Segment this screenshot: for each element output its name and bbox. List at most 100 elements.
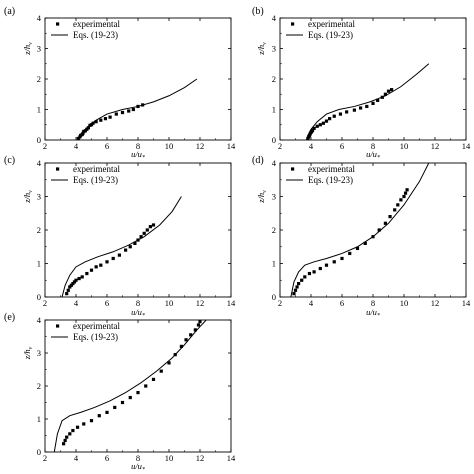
y-tick-label: 1 [37, 259, 41, 269]
data-point [307, 271, 312, 276]
x-tick-label: 12 [431, 141, 440, 151]
x-tick-label: 8 [371, 298, 375, 308]
panel-label: (e) [4, 312, 15, 323]
legend-label-model: Eqs. (19-23) [308, 30, 353, 40]
data-point [365, 104, 369, 109]
y-tick-label: 2 [37, 381, 41, 391]
data-point [94, 120, 98, 124]
x-tick-label: 2 [278, 141, 282, 151]
y-tick-label: 0 [37, 447, 41, 457]
x-tick-label: 10 [400, 298, 409, 308]
data-point [318, 123, 322, 127]
data-point [196, 323, 201, 327]
data-point [179, 344, 183, 348]
data-point [295, 285, 299, 289]
data-point [133, 241, 137, 245]
y-tick-label: 0 [272, 135, 276, 145]
data-point [103, 117, 108, 121]
y-axis-label: z/hv [256, 42, 268, 56]
data-point [120, 400, 125, 405]
data-point [89, 419, 94, 423]
data-point [145, 228, 149, 232]
data-point [159, 369, 163, 373]
data-point [68, 285, 72, 289]
data-point [310, 128, 315, 132]
data-point [332, 114, 336, 118]
data-point [108, 115, 112, 119]
y-tick-label: 3 [37, 192, 41, 202]
y-tick-label: 0 [37, 135, 41, 145]
data-point [71, 428, 75, 433]
data-point [86, 126, 90, 130]
x-tick-label: 6 [340, 298, 344, 308]
x-tick-label: 8 [136, 141, 140, 151]
x-tick-label: 6 [105, 141, 109, 151]
data-point [151, 223, 156, 227]
legend-marker [291, 22, 295, 26]
data-point [68, 432, 72, 436]
y-tick-label: 1 [272, 259, 276, 269]
data-point [117, 253, 121, 257]
data-point [82, 422, 86, 426]
legend-label-model: Eqs. (19-23) [73, 30, 118, 40]
y-axis-label: z/hv [22, 190, 34, 204]
data-point [72, 280, 77, 284]
data-point [403, 191, 408, 195]
data-point [315, 124, 319, 128]
y-tick-label: 3 [37, 44, 41, 54]
x-tick-label: 8 [371, 141, 375, 151]
model-line [290, 162, 430, 298]
x-tick-label: 12 [196, 453, 205, 463]
panel-b: 2 4 6 8 10 12 1401234(b)u/u*z/hvexperimentalEq… [252, 6, 471, 161]
y-tick-label: 4 [272, 13, 277, 23]
y-tick-label: 3 [37, 348, 41, 358]
legend-marker [56, 22, 60, 26]
legend-marker [56, 167, 60, 171]
y-tick-label: 1 [272, 105, 276, 115]
x-tick-label: 2 [43, 141, 47, 151]
data-point [128, 395, 132, 400]
data-point [303, 275, 307, 279]
x-tick-label: 12 [196, 141, 205, 151]
data-point [167, 361, 171, 365]
y-tick-label: 3 [272, 44, 276, 54]
data-point [62, 442, 66, 446]
data-point [300, 278, 304, 282]
data-point [383, 92, 387, 96]
data-point [105, 410, 109, 414]
data-point [390, 88, 394, 92]
data-point [65, 435, 69, 439]
data-point [114, 112, 118, 116]
legend-marker [291, 167, 295, 171]
x-tick-label: 4 [309, 141, 314, 151]
data-point [345, 110, 349, 114]
x-tick-label: 6 [105, 298, 109, 308]
y-tick-label: 4 [37, 158, 42, 168]
data-point [363, 241, 367, 245]
x-tick-label: 2 [43, 453, 47, 463]
data-point [120, 110, 125, 115]
x-tick-label: 10 [165, 298, 174, 308]
x-tick-label: 12 [431, 298, 440, 308]
x-axis-label: u/u* [131, 149, 145, 161]
y-tick-label: 2 [272, 74, 276, 84]
legend-label-experimental: experimental [308, 164, 355, 174]
x-axis-label: u/u* [131, 307, 145, 319]
panel-c: 2 4 6 8 10 12 1401234(c)u/u*z/hvexperimentalEq… [4, 155, 236, 319]
data-point [151, 377, 156, 381]
model-line [77, 78, 198, 141]
data-point [332, 260, 336, 264]
model-line [305, 63, 430, 141]
x-tick-label: 12 [196, 298, 205, 308]
data-point [75, 425, 80, 429]
data-point [377, 228, 381, 232]
y-tick-label: 2 [272, 225, 276, 235]
data-point [198, 320, 202, 324]
data-point [184, 338, 188, 342]
x-tick-label: 14 [227, 298, 236, 308]
legend-label-experimental: experimental [73, 321, 120, 331]
model-line [53, 319, 207, 453]
